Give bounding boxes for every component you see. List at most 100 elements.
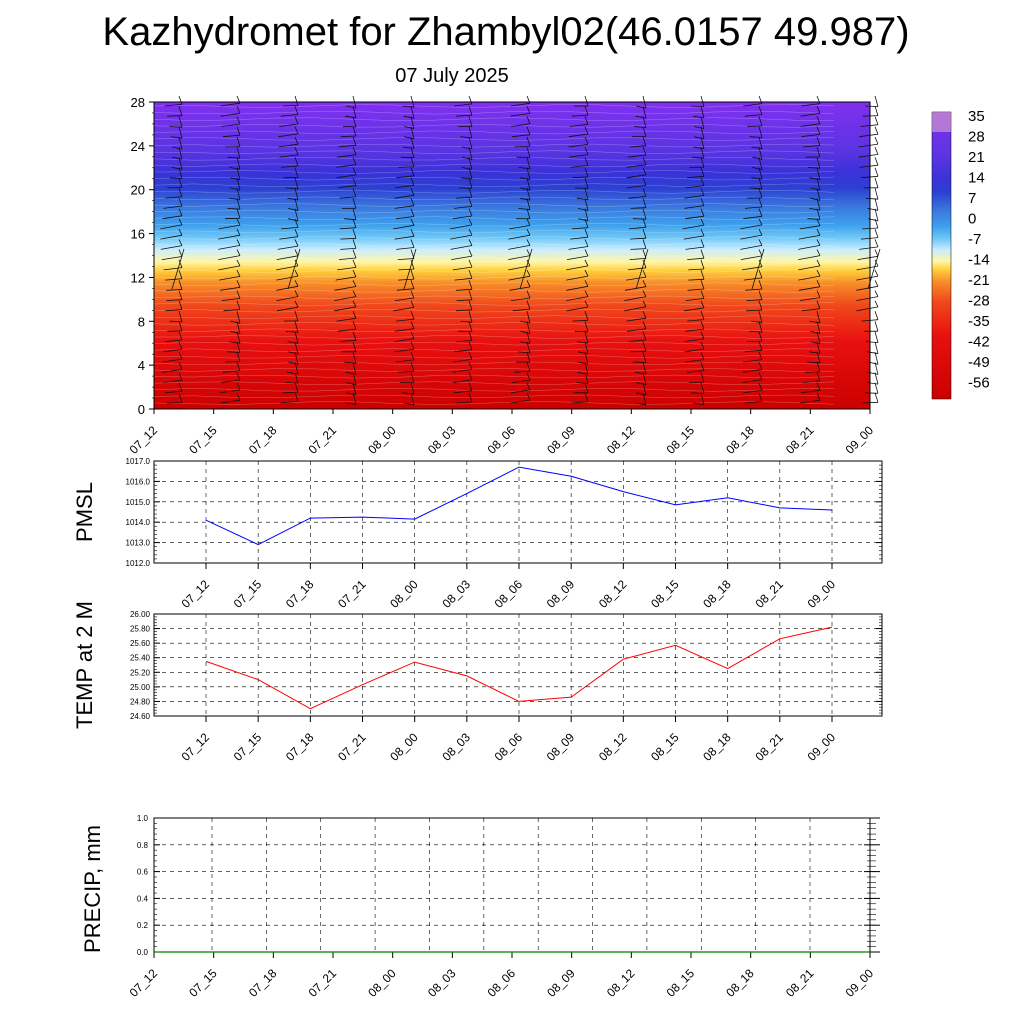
temp-panel: 24.60 24.80 25.00 25.20 25.40 25.60 25.80 26.00… — [72, 601, 883, 764]
wind-barb-flag — [642, 167, 647, 175]
wind-barb-flag — [700, 147, 705, 159]
wind-barb-shaft — [751, 248, 765, 290]
wind-barb-flag — [526, 208, 531, 219]
x-tick-label: 08_09 — [544, 730, 578, 764]
wind-barb-shaft — [340, 237, 357, 240]
wind-barb-shaft — [334, 296, 357, 301]
x-tick-label: 08_18 — [700, 730, 734, 764]
wind-barb-shaft — [514, 145, 531, 148]
wind-barb-flag — [642, 290, 647, 297]
wind-barb-shaft — [336, 317, 357, 322]
wind-barb-shaft — [276, 255, 299, 260]
wind-barb-flag — [874, 157, 879, 166]
wind-barb-shaft — [220, 113, 241, 117]
heatmap-y-tick-label: 24 — [131, 139, 145, 154]
wind-barb-shaft — [633, 218, 647, 220]
wind-barb-shaft — [740, 245, 763, 250]
wind-barb-shaft — [288, 361, 299, 365]
wind-barb-flag — [410, 331, 415, 339]
wind-barb-shaft — [810, 341, 821, 345]
wind-barb-flag — [236, 167, 241, 180]
x-tick-label: 07_21 — [335, 730, 369, 764]
wind-barb-shaft — [628, 196, 647, 199]
wind-barb-shaft — [693, 115, 705, 119]
wind-barb-flag — [816, 249, 821, 256]
contour-line — [153, 130, 835, 135]
y-tick-label: 1012.0 — [126, 559, 151, 568]
x-tick-label: 08_12 — [604, 966, 638, 1000]
colorbar-label: -35 — [968, 313, 990, 330]
contour-line — [153, 117, 835, 121]
wind-barb-flag — [758, 147, 763, 160]
wind-barb-shaft — [693, 402, 705, 406]
wind-barb-shaft — [566, 275, 589, 281]
wind-barb-flag — [700, 249, 705, 259]
wind-barb-shaft — [394, 205, 415, 209]
wind-barb-flag — [352, 157, 357, 165]
x-tick-label: 08_00 — [365, 966, 399, 1000]
wind-barb-shaft — [685, 215, 705, 220]
wind-barb-flag — [700, 177, 705, 186]
wind-barb-flag — [642, 188, 647, 197]
wind-barb-shaft — [220, 399, 241, 404]
wind-barb-flag — [468, 382, 473, 391]
wind-barb-flag — [352, 341, 357, 352]
x-tick-label: 09_00 — [843, 966, 877, 1000]
chart-date: 07 July 2025 — [395, 65, 509, 87]
wind-barb-shaft — [687, 288, 705, 291]
x-tick-label: 07_15 — [231, 577, 265, 611]
wind-barb-flag — [642, 392, 647, 405]
wind-barb-flag — [352, 218, 357, 228]
wind-barb-flag — [294, 331, 299, 344]
wind-barb-shaft — [278, 133, 299, 138]
wind-barb-shaft — [451, 255, 473, 260]
wind-barb-shaft — [397, 370, 415, 373]
wind-barb-flag — [468, 228, 473, 236]
wind-barb-shaft — [856, 306, 879, 312]
wind-barb-flag — [468, 106, 473, 116]
wind-barb-flag — [294, 310, 299, 322]
wind-barb-shaft — [222, 370, 241, 373]
wind-barb-flag — [526, 249, 531, 256]
wind-barb-flag — [410, 351, 415, 361]
x-tick-label: 08_03 — [425, 966, 459, 1000]
x-tick-label: 08_15 — [648, 730, 682, 764]
wind-barb-flag — [236, 341, 241, 353]
wind-barb-shaft — [635, 371, 647, 375]
wind-barb-shaft — [394, 194, 415, 199]
wind-barb-flag — [468, 126, 473, 139]
wind-barb-shaft — [629, 145, 647, 148]
wind-barb-flag — [816, 290, 821, 298]
wind-barb-shaft — [169, 177, 183, 179]
wind-barb-shaft — [452, 369, 473, 373]
wind-barb-flag — [178, 280, 183, 290]
plot-frame — [153, 613, 883, 717]
wind-barb-shaft — [395, 216, 415, 220]
wind-barb-flag — [352, 106, 357, 118]
wind-barb-flag — [468, 372, 473, 381]
wind-barb-flag — [294, 269, 299, 277]
wind-barb-shaft — [520, 330, 531, 334]
y-axis-label: PMSL — [72, 482, 97, 542]
wind-barb-flag — [178, 167, 183, 179]
contour-line — [153, 394, 835, 399]
wind-barb-flag — [410, 157, 415, 167]
wind-barb-flag — [526, 280, 531, 288]
wind-barb-shaft — [809, 351, 821, 354]
contour-line — [153, 374, 835, 379]
wind-barb-shaft — [454, 349, 473, 353]
wind-barb-flag — [584, 126, 589, 135]
wind-barb-shaft — [574, 187, 589, 189]
wind-barb-flag — [700, 280, 705, 290]
wind-barb-shaft — [345, 371, 357, 375]
wind-barb-shaft — [624, 306, 647, 312]
wind-barb-flag — [352, 126, 357, 137]
wind-barb-shaft — [635, 402, 647, 406]
wind-barb-shaft — [800, 297, 821, 301]
wind-barb-shaft — [164, 390, 183, 394]
wind-barb-shaft — [740, 234, 763, 240]
x-tick-label: 08_21 — [783, 966, 817, 1000]
wind-barb-shaft — [167, 115, 183, 117]
wind-barb-flag — [468, 147, 473, 160]
wind-barb-flag — [410, 228, 415, 237]
